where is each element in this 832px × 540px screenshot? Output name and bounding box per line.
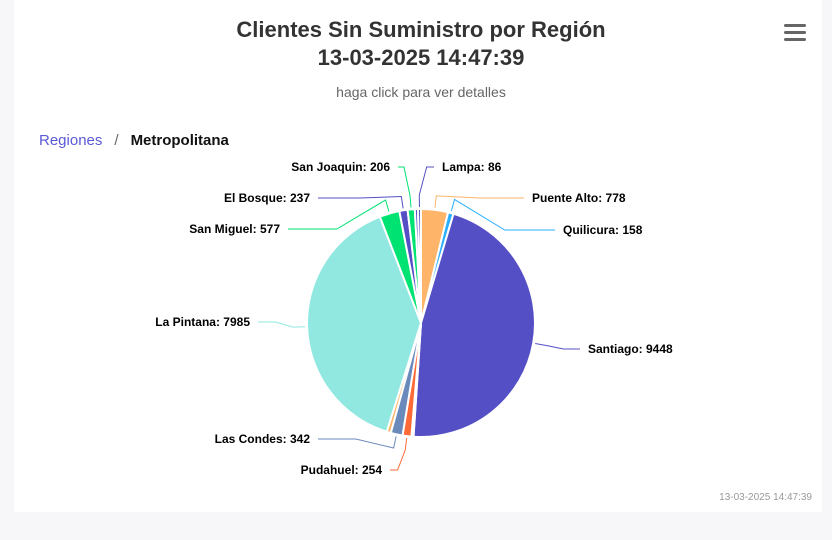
pie-slice-la-pintana[interactable] [306, 215, 422, 433]
data-label: El Bosque: 237 [224, 191, 310, 205]
chart-title: Clientes Sin Suministro por Región 13-03… [0, 16, 832, 72]
connector-line [390, 438, 408, 471]
data-label: Las Condes: 342 [215, 432, 311, 446]
breadcrumb: Regiones / Metropolitana [39, 132, 229, 149]
connector-line [318, 436, 397, 449]
connector-line [418, 166, 434, 208]
data-label: Pudahuel: 254 [301, 463, 383, 477]
data-label: Lampa: 86 [442, 160, 502, 174]
connector-line [434, 195, 524, 208]
data-label: Quilicura: 158 [563, 223, 643, 237]
data-label: San Joaquin: 206 [291, 160, 390, 174]
data-label: Santiago: 9448 [588, 342, 673, 356]
data-label: La Pintana: 7985 [155, 315, 250, 329]
hamburger-menu-icon[interactable] [784, 24, 806, 42]
breadcrumb-separator: / [114, 132, 119, 149]
connector-line [450, 198, 555, 231]
connector-line [258, 321, 306, 328]
breadcrumb-regiones-link[interactable]: Regiones [39, 132, 103, 149]
data-label: Puente Alto: 778 [532, 191, 626, 205]
connector-line [398, 166, 412, 208]
connector-line [318, 196, 404, 209]
breadcrumb-current: Metropolitana [130, 132, 229, 149]
credits-timestamp: 13-03-2025 14:47:39 [719, 492, 812, 503]
pie-slice-santiago[interactable] [412, 212, 536, 438]
chart-subtitle: haga click para ver detalles [336, 84, 506, 100]
data-label: San Miguel: 577 [189, 222, 280, 236]
pie-slice-lampa[interactable] [416, 207, 422, 324]
title-line-2: 13-03-2025 14:47:39 [317, 45, 525, 70]
connector-line [288, 199, 390, 230]
title-line-1: Clientes Sin Suministro por Región [236, 17, 606, 42]
connector-line [535, 342, 580, 350]
